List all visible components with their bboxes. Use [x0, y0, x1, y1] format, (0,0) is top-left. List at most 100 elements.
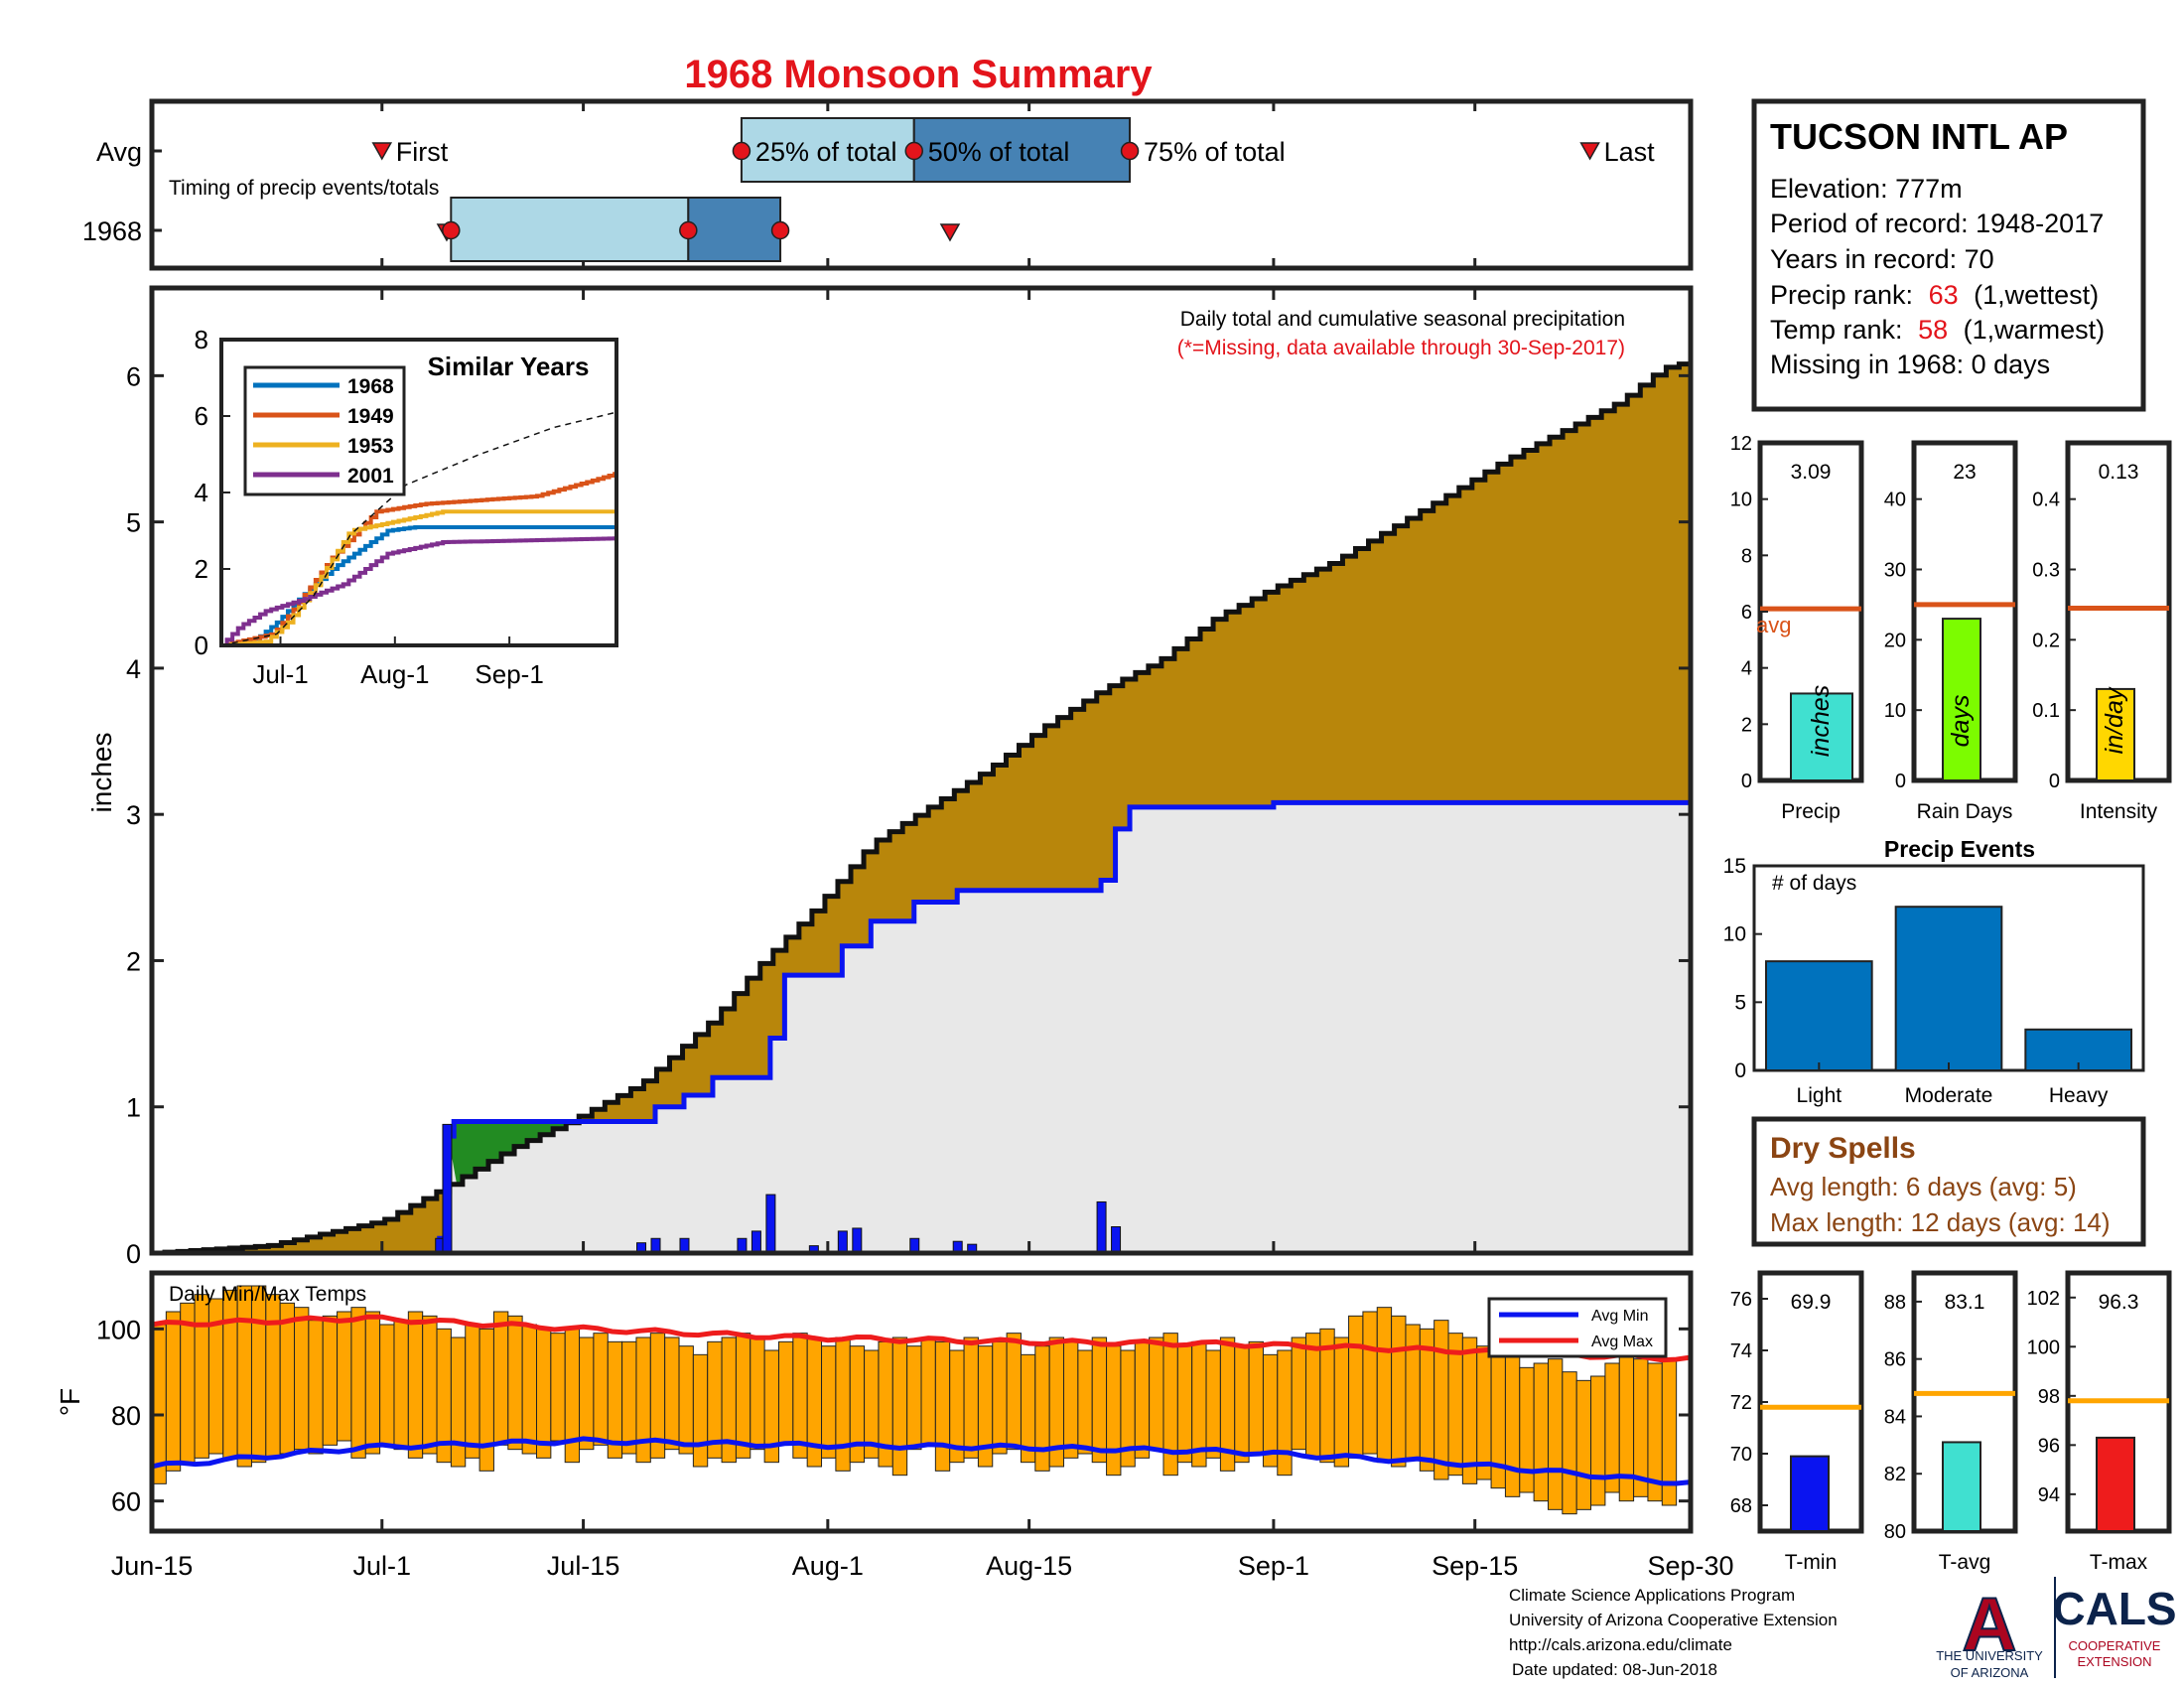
stat-value-precip: 3.09	[1791, 461, 1832, 484]
daily-temp-bar	[337, 1311, 352, 1442]
daily-temp-bar	[934, 1340, 951, 1472]
stat-ytick-label-tmin: 70	[1730, 1444, 1752, 1466]
daily-precip-bar	[1111, 1225, 1122, 1254]
date-tick-label: Sep-15	[1432, 1551, 1518, 1581]
year-p25-marker	[442, 220, 461, 240]
precip-events-panel: Precip Events # of days Light Moderate Hea…	[1723, 836, 2145, 1107]
temp-rank-note: (1,warmest)	[1964, 315, 2106, 345]
daily-temp-bar	[1034, 1345, 1050, 1472]
inset-ytick-label: 6	[195, 401, 208, 431]
daily-temp-bar	[536, 1328, 552, 1459]
daily-temp-bar	[750, 1336, 765, 1451]
avg-p50-label: 50% of total	[928, 137, 1070, 167]
daily-temp-bar	[422, 1315, 438, 1455]
daily-temp-bar	[621, 1340, 637, 1455]
temp-ytick-label: 100	[96, 1315, 141, 1344]
year-p75-marker	[770, 220, 790, 240]
inset-border	[219, 338, 618, 647]
stat-ytick-label-intensity: 0.1	[2032, 700, 2060, 722]
inset-legend-label-1953: 1953	[347, 435, 394, 458]
timing-panel-frame	[149, 98, 1694, 271]
daily-temp-bar	[550, 1333, 566, 1442]
daily-temp-bar	[1176, 1345, 1193, 1464]
stat-ytick-label-precip: 10	[1730, 490, 1752, 511]
daily-temp-bar	[1362, 1311, 1378, 1455]
timing-row-label-avg: Avg	[96, 137, 142, 167]
dry-spells-max: Max length: 12 days (avg: 14)	[1770, 1207, 2111, 1237]
stat-bar-tmin	[1790, 1455, 1830, 1532]
stat-unit-intensity: in/day	[2101, 686, 2128, 754]
legend-avg-max-label: Avg Max	[1591, 1334, 1653, 1350]
daily-temp-bar	[393, 1320, 409, 1451]
stat-value-tavg: 83.1	[1945, 1291, 1985, 1314]
main-ytick-label: 5	[126, 508, 141, 538]
stat-value-intensity: 0.13	[2099, 461, 2139, 484]
daily-temp-bar	[692, 1353, 709, 1468]
stat-label-tmax: T-max	[2090, 1551, 2148, 1574]
avg-last-marker	[1579, 142, 1600, 161]
cumulative-avg-line	[152, 361, 1691, 1256]
avg-max-line	[151, 1314, 1692, 1363]
daily-temp-bar	[1405, 1324, 1421, 1459]
main-y-ticks: 0 1 2 3 4 5 6	[126, 288, 1693, 1269]
daily-temp-bar	[963, 1336, 979, 1459]
stat-ytick-label-intensity: 0.2	[2032, 630, 2060, 651]
inset-ytick-label: 2	[195, 554, 208, 584]
inset-title: Similar Years	[428, 352, 590, 381]
temp-rank-label: Temp rank:	[1770, 315, 1903, 345]
date-tick-label: Sep-1	[1238, 1551, 1309, 1581]
daily-temp-bar	[735, 1333, 751, 1459]
station-missing: Missing in 1968: 0 days	[1770, 350, 2050, 379]
stat-label-rain_days: Rain Days	[1917, 800, 2013, 823]
daily-temp-bar	[1205, 1349, 1221, 1459]
stat-value-tmin: 69.9	[1791, 1291, 1832, 1314]
ua-logo-line-1: THE UNIVERSITY	[1936, 1648, 2043, 1663]
stat-ytick-label-tmax: 100	[2027, 1336, 2060, 1358]
avg-min-line	[151, 1436, 1692, 1486]
daily-temp-bar	[1476, 1345, 1492, 1480]
university-of-arizona-logo: A THE UNIVERSITY OF ARIZONA	[1936, 1582, 2043, 1680]
cals-logo: CALS COOPERATIVE EXTENSION	[2052, 1583, 2176, 1669]
daily-temp-bar	[1547, 1358, 1564, 1510]
daily-temp-bar	[792, 1333, 808, 1459]
daily-temp-bar	[350, 1307, 366, 1459]
cals-logo-line-1: COOPERATIVE	[2069, 1638, 2161, 1653]
daily-temp-bar	[250, 1285, 267, 1464]
station-years: Years in record: 70	[1770, 244, 1994, 274]
stat-label-intensity: Intensity	[2080, 800, 2158, 823]
year-p50-marker	[679, 220, 698, 240]
daily-precip-bar	[442, 1123, 453, 1254]
precip-events-title: Precip Events	[1884, 836, 2035, 862]
stat-label-precip: Precip	[1781, 800, 1841, 823]
daily-temp-bar	[1533, 1362, 1549, 1502]
stat-label-tmin: T-min	[1785, 1551, 1838, 1574]
stat-bar-tavg	[1942, 1441, 1981, 1533]
daily-temp-bar	[1106, 1345, 1122, 1477]
main-ytick-label: 4	[126, 654, 141, 684]
events-ytick-label: 5	[1734, 991, 1746, 1014]
daily-temp-bar	[265, 1294, 281, 1459]
stat-ytick-label-intensity: 0.4	[2032, 490, 2060, 511]
daily-temp-bar	[1291, 1336, 1307, 1451]
footer-credits: Climate Science Applications Program Uni…	[1509, 1586, 1838, 1679]
above-average-area	[448, 1121, 613, 1185]
stat-ytick-label-tmax: 102	[2027, 1288, 2060, 1310]
stat-ytick-label-intensity: 0	[2049, 771, 2060, 792]
stat-ytick-label-tavg: 82	[1884, 1464, 1906, 1485]
avg-last-label: Last	[1604, 137, 1656, 167]
footer-line-2: University of Arizona Cooperative Extens…	[1509, 1611, 1838, 1629]
ua-logo-letter: A	[1963, 1583, 2017, 1667]
stat-bar-intensity	[2096, 687, 2135, 782]
timing-subtitle: Timing of precip events/totals	[169, 177, 439, 200]
main-chart-note: Daily total and cumulative seasonal prec…	[1180, 308, 1625, 331]
daily-temp-bar	[1077, 1349, 1093, 1455]
temp-panel: 60 80 100 Daily Min/Max Temps °F Avg Min A…	[55, 1270, 1694, 1534]
temp-ytick-label: 80	[111, 1401, 141, 1431]
inset-xtick-label: Aug-1	[360, 659, 429, 689]
temp-ytick-label: 60	[111, 1487, 141, 1517]
footer-line-4: Date updated: 08-Jun-2018	[1512, 1660, 1717, 1679]
ua-logo-line-2: OF ARIZONA	[1951, 1665, 2029, 1680]
stat-ytick-label-precip: 4	[1741, 658, 1752, 680]
inset-legend-label-1949: 1949	[347, 405, 394, 428]
